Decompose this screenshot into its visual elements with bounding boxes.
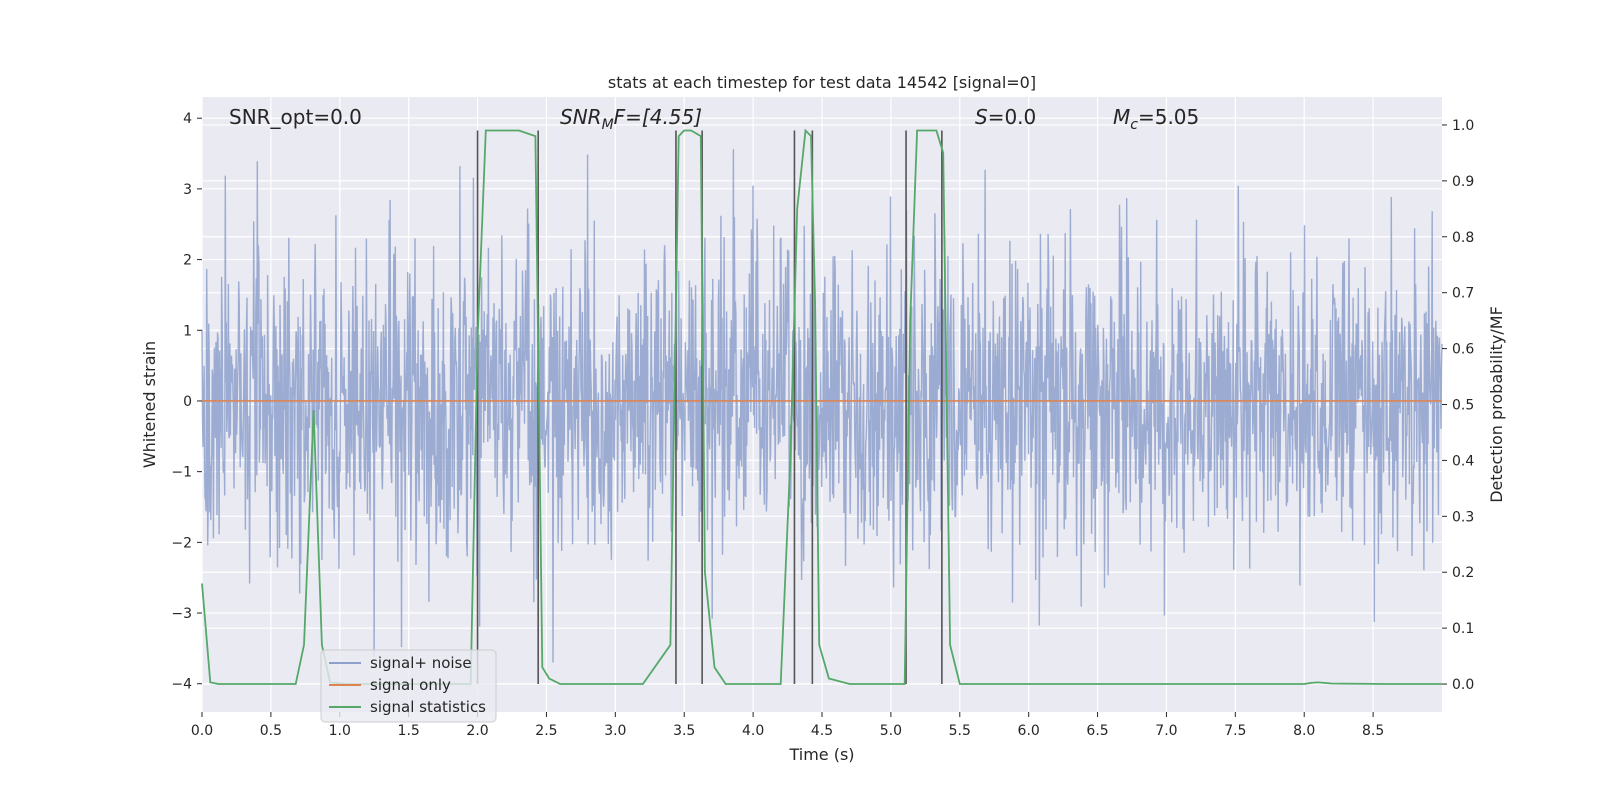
axes: 0.0 0.5 1.0 1.5 2.0 2.5 3.0 3.5 4.0 4.5 5.0 5.5 6.0 6… bbox=[171, 111, 1474, 739]
legend: signal+ noise signal only signal statist… bbox=[320, 649, 497, 723]
x-tick-label-8: 4.0 bbox=[742, 723, 764, 739]
annotation-s-value: =0.0 bbox=[988, 105, 1037, 129]
y-right-tick-label-1: 0.9 bbox=[1452, 174, 1474, 190]
legend-box bbox=[320, 649, 497, 723]
chart-title: stats at each timestep for test data 145… bbox=[608, 73, 1036, 92]
y-left-tick-label-4: 0 bbox=[183, 394, 192, 410]
x-tick-label-15: 7.5 bbox=[1224, 723, 1246, 739]
y-right-tick-label-5: 0.5 bbox=[1452, 398, 1474, 414]
y-left-tick-label-2: 2 bbox=[183, 253, 192, 269]
x-tick-label-9: 4.5 bbox=[811, 723, 833, 739]
annotation-snr-opt: SNR_opt=0.0 bbox=[229, 105, 362, 129]
x-tick-label-11: 5.5 bbox=[949, 723, 971, 739]
annotation-snr-mf-sub: M bbox=[602, 117, 614, 133]
x-tick-label-6: 3.0 bbox=[604, 723, 626, 739]
annotation-mc-base: M bbox=[1113, 105, 1130, 129]
annotation-snr-mf-rest: F=[4.55] bbox=[614, 105, 702, 129]
annotation-mc-sub: c bbox=[1130, 117, 1138, 133]
legend-label-signal-noise: signal+ noise bbox=[370, 654, 472, 672]
legend-label-signal-only: signal only bbox=[370, 676, 451, 694]
y-left-tick-label-8: −4 bbox=[171, 677, 192, 693]
x-tick-label-10: 5.0 bbox=[880, 723, 902, 739]
annotation-s: S=0.0 bbox=[975, 105, 1036, 129]
y-right-tick-label-6: 0.4 bbox=[1452, 453, 1474, 469]
y-right-tick-label-4: 0.6 bbox=[1452, 342, 1474, 358]
y-right-tick-label-9: 0.1 bbox=[1452, 621, 1474, 637]
x-tick-label-13: 6.5 bbox=[1086, 723, 1108, 739]
y-right-tick-label-8: 0.2 bbox=[1452, 565, 1474, 581]
x-tick-label-16: 8.0 bbox=[1293, 723, 1315, 739]
annotation-s-label: S bbox=[975, 105, 988, 129]
y-right-tick-label-0: 1.0 bbox=[1452, 118, 1474, 134]
y-right-tick-label-3: 0.7 bbox=[1452, 286, 1474, 302]
y-right-tick-label-7: 0.3 bbox=[1452, 509, 1474, 525]
x-tick-label-7: 3.5 bbox=[673, 723, 695, 739]
y-axis-label-left: Whitened strain bbox=[140, 341, 159, 468]
x-tick-label-3: 1.5 bbox=[398, 723, 420, 739]
x-tick-label-4: 2.0 bbox=[466, 723, 488, 739]
x-tick-label-5: 2.5 bbox=[535, 723, 557, 739]
x-tick-label-12: 6.0 bbox=[1018, 723, 1040, 739]
y-right-tick-label-2: 0.8 bbox=[1452, 230, 1474, 246]
y-left-tick-label-3: 1 bbox=[183, 323, 192, 339]
y-right-tick-label-10: 0.0 bbox=[1452, 677, 1474, 693]
x-tick-label-17: 8.5 bbox=[1362, 723, 1384, 739]
y-left-tick-label-1: 3 bbox=[183, 182, 192, 198]
annotation-mc-value: =5.05 bbox=[1138, 105, 1199, 129]
series-signal-noise bbox=[201, 149, 1443, 663]
noise-trace bbox=[201, 149, 1443, 663]
y-left-tick-label-6: −2 bbox=[171, 535, 192, 551]
annotation-snr-mf-base: SNR bbox=[560, 105, 602, 129]
y-left-tick-label-7: −3 bbox=[171, 606, 192, 622]
y-axis-label-right: Detection probability/MF bbox=[1487, 306, 1506, 503]
x-tick-label-2: 1.0 bbox=[329, 723, 351, 739]
annotation-snr-mf: SNRMF=[4.55] bbox=[560, 105, 702, 133]
x-tick-label-1: 0.5 bbox=[260, 723, 282, 739]
x-tick-label-14: 7.0 bbox=[1155, 723, 1177, 739]
x-axis-label: Time (s) bbox=[788, 745, 854, 764]
y-left-tick-label-0: 4 bbox=[183, 111, 192, 127]
legend-label-signal-statistics: signal statistics bbox=[370, 698, 486, 716]
x-tick-label-0: 0.0 bbox=[191, 723, 213, 739]
y-left-tick-label-5: −1 bbox=[171, 465, 192, 481]
annotation-mc: Mc=5.05 bbox=[1113, 105, 1199, 133]
